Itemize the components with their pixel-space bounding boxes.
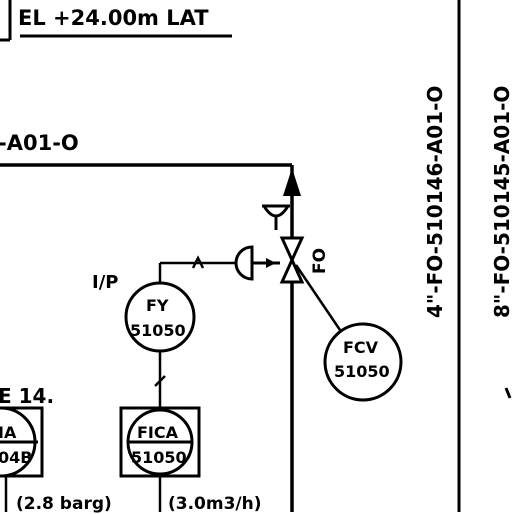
lower-signal-lines bbox=[4, 476, 162, 512]
line-number-2: 8"-FO-510145-A01-O bbox=[490, 85, 512, 318]
partial-tag: IA bbox=[0, 423, 17, 442]
fcv-number: 51050 bbox=[334, 362, 390, 381]
fcv-tag: FCV bbox=[343, 338, 379, 357]
fy-tag: FY bbox=[146, 296, 169, 315]
fica-number: 51050 bbox=[131, 448, 187, 467]
flow-note-right: (3.0m3/h) bbox=[168, 494, 262, 514]
partial-number: 04B bbox=[0, 448, 33, 467]
flow-note-left: (2.8 barg) bbox=[16, 494, 112, 514]
signal-line-fy bbox=[158, 255, 236, 282]
actuator-icon bbox=[234, 245, 280, 281]
fcv-bubble[interactable] bbox=[323, 322, 403, 402]
tick-mark bbox=[504, 387, 512, 399]
valve-action-label: FO bbox=[310, 247, 330, 274]
signal-line-fcv bbox=[294, 264, 342, 331]
control-valve-icon bbox=[279, 236, 305, 284]
handwheel-icon bbox=[262, 204, 290, 230]
flow-arrow-icon bbox=[283, 168, 301, 196]
signal-type-label: I/P bbox=[92, 272, 119, 293]
elevation-box bbox=[0, 0, 12, 42]
line-number-1: 4"-FO-510146-A01-O bbox=[423, 85, 447, 318]
elevation-label: EL +24.00m LAT bbox=[18, 6, 209, 30]
process-line bbox=[0, 163, 294, 512]
fy-bubble[interactable] bbox=[124, 281, 196, 353]
note-label: E 14. bbox=[0, 384, 55, 408]
line-ref-partial: -A01-O bbox=[0, 131, 79, 155]
signal-line-fica bbox=[154, 350, 166, 408]
fica-tag: FICA bbox=[137, 423, 179, 442]
partial-instrument-box[interactable] bbox=[0, 406, 44, 478]
fy-number: 51050 bbox=[130, 321, 186, 340]
